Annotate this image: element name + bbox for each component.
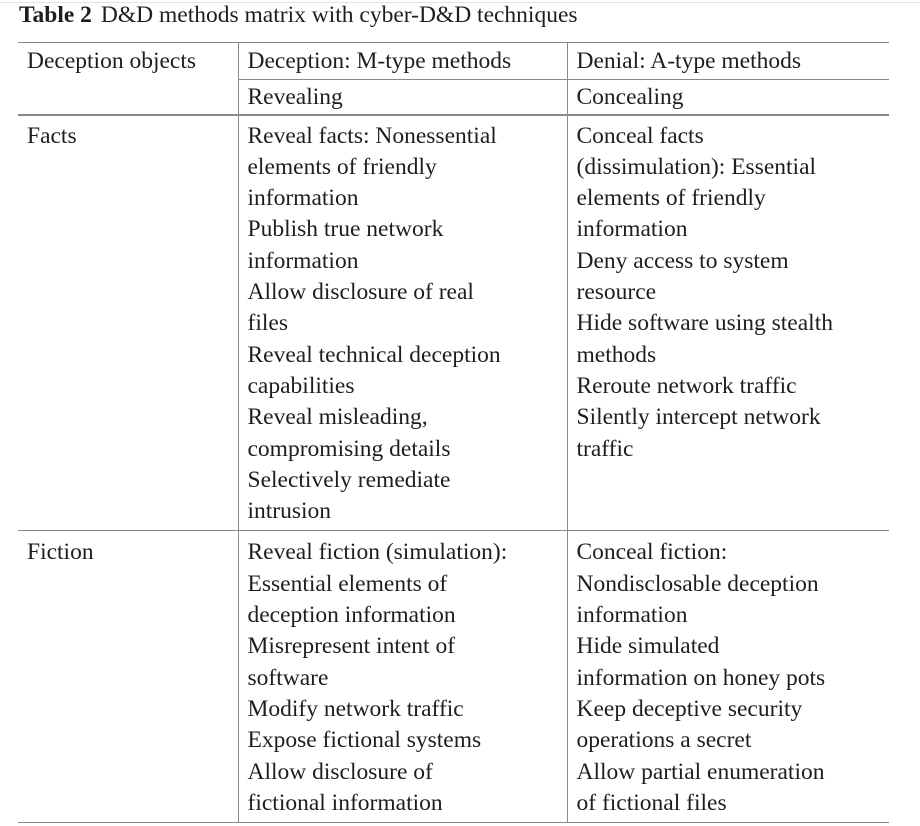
table-row-facts: Facts Reveal facts: Nonessential elements…	[18, 113, 889, 531]
cell-text-line: compromising details	[247, 435, 451, 462]
cell-text-line: of fictional files	[576, 789, 727, 816]
page-top-rule	[0, 2, 920, 3]
cell-text-line: traffic	[576, 435, 634, 462]
cell-text-line: Reveal misleading,	[247, 404, 428, 431]
cell-text-line: Misrepresent intent of	[247, 633, 456, 660]
cell-text-line: fictional information	[247, 789, 443, 816]
cell-text-line: Selectively remediate	[247, 466, 451, 493]
cell-text-line: Nondisclosable deception	[576, 570, 819, 597]
table-caption-text: D&D methods matrix with cyber-D&D techni…	[100, 2, 578, 28]
cell-text-line: elements of friendly	[247, 153, 437, 180]
cell-text-line: Reveal fiction (simulation):	[247, 539, 508, 566]
row-facts-concealing-cell: Conceal facts (dissimulation): Essential e…	[566, 113, 889, 531]
cell-text-line: Deny access to system	[576, 247, 789, 274]
cell-text-line: Essential elements of	[247, 570, 448, 597]
cell-text-line: capabilities	[247, 372, 355, 399]
table-header-row: Deception objects Deception: M-type meth…	[18, 41, 889, 80]
cell-text-line: Expose fictional systems	[247, 727, 482, 754]
cell-text-line: operations a secret	[576, 727, 752, 754]
cell-text-line: elements of friendly	[576, 185, 766, 212]
cell-text-line: information	[247, 185, 359, 212]
row-fiction-revealing-cell: Reveal fiction (simulation): Essential el…	[237, 530, 567, 824]
cell-text-line: Conceal fiction:	[576, 539, 728, 566]
cell-text-line: files	[247, 310, 288, 337]
cell-text-line: information	[247, 247, 359, 274]
cell-text-line: resource	[576, 279, 657, 306]
cell-text-line: (dissimulation): Essential	[576, 153, 817, 180]
cell-text-line: methods	[576, 341, 657, 368]
cell-text-line: information	[576, 216, 688, 243]
dd-methods-matrix-table: Deception objects Deception: M-type meth…	[18, 41, 889, 824]
cell-text-line: information on honey pots	[576, 664, 826, 691]
subheader-revealing: Revealing	[237, 79, 567, 115]
row-facts-object: Facts	[18, 113, 238, 531]
cell-text-line: Keep deceptive security	[576, 695, 803, 722]
cell-text-line: Hide simulated	[576, 633, 720, 660]
header-denial-a-type: Denial: A-type methods	[566, 41, 889, 80]
cell-text-line: Reveal technical deception	[247, 341, 501, 368]
header-deception-objects: Deception objects	[18, 41, 238, 80]
table-row-fiction: Fiction Reveal fiction (simulation): Esse…	[18, 530, 889, 824]
cell-text-line: Publish true network	[247, 216, 444, 243]
cell-text-line: Hide software using stealth	[576, 310, 833, 337]
row-facts-revealing-cell: Reveal facts: Nonessential elements of fr…	[237, 113, 567, 531]
cell-text-line: software	[247, 664, 329, 691]
cell-text-line: intrusion	[247, 498, 332, 525]
subheader-concealing: Concealing	[566, 79, 889, 115]
cell-text-line: Conceal facts	[576, 122, 704, 149]
cell-text-line: Allow disclosure of real	[247, 279, 474, 306]
row-fiction-concealing-cell: Conceal fiction: Nondisclosable deception…	[566, 530, 889, 824]
cell-text-line: Reveal facts: Nonessential	[247, 122, 497, 149]
subheader-blank-cell	[18, 80, 238, 115]
row-fiction-object: Fiction	[18, 530, 238, 824]
cell-text-line: deception information	[247, 602, 456, 629]
cell-text-line: Allow partial enumeration	[576, 758, 825, 785]
header-deception-m-type: Deception: M-type methods	[237, 41, 567, 80]
cell-text-line: Allow disclosure of	[247, 758, 433, 785]
cell-text-line: Silently intercept network	[576, 404, 821, 431]
table-subheader-row: Revealing Concealing	[18, 79, 889, 115]
cell-text-line: Modify network traffic	[247, 695, 464, 722]
cell-text-line: information	[576, 602, 688, 629]
table-caption-label: Table 2	[19, 2, 92, 28]
cell-text-line: Reroute network traffic	[576, 372, 797, 399]
table-caption: Table 2 D&D methods matrix with cyber-D&D…	[19, 1, 578, 29]
